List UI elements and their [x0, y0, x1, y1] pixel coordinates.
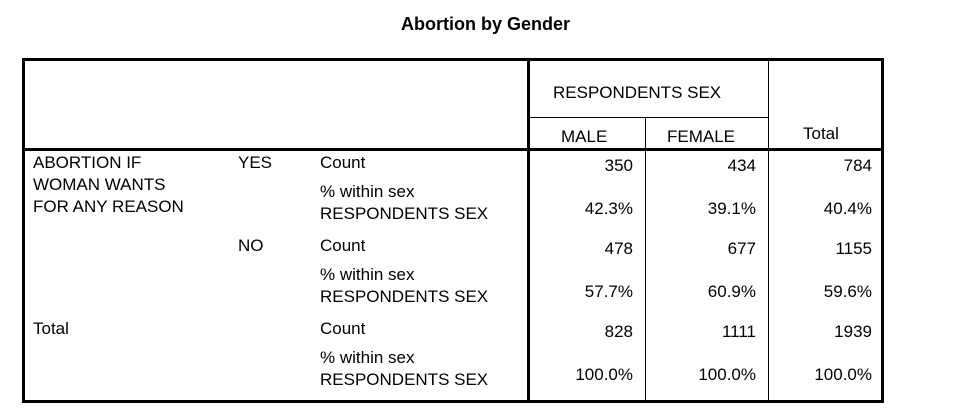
total-column-separator	[768, 61, 769, 403]
stat-label-pct-line2: RESPONDENTS SEX	[320, 370, 489, 389]
stat-label-count: Count	[320, 236, 366, 255]
table-border-left	[22, 58, 25, 403]
stat-label-pct-line2: RESPONDENTS SEX	[320, 287, 489, 306]
cell-no-pct-female: 60.9%	[707, 282, 756, 301]
cell-yes-pct-female: 39.1%	[707, 199, 756, 218]
column-group-header: RESPONDENTS SEX	[553, 83, 722, 102]
cell-no-pct-male: 57.7%	[584, 282, 633, 301]
table-border-right	[881, 58, 884, 403]
row-label-separator	[527, 58, 530, 403]
cell-yes-count-total: 784	[843, 156, 872, 175]
cell-total-pct-total: 100.0%	[814, 365, 872, 384]
variable-label-line2: WOMAN WANTS	[33, 175, 166, 194]
cell-total-count-total: 1939	[834, 322, 872, 341]
cell-no-pct-total: 59.6%	[823, 282, 872, 301]
table-border-top	[22, 58, 884, 61]
header-separator	[22, 148, 884, 151]
group-underline	[530, 117, 768, 118]
variable-label-line3: FOR ANY REASON	[33, 197, 184, 216]
table-title: Abortion by Gender	[400, 14, 570, 34]
cell-total-pct-female: 100.0%	[698, 365, 756, 384]
cell-yes-pct-male: 42.3%	[584, 199, 633, 218]
column-header-total: Total	[803, 124, 839, 143]
stat-label-pct-line1: % within sex	[320, 182, 415, 201]
cell-no-count-total: 1155	[835, 239, 872, 258]
stat-label-pct-line2: RESPONDENTS SEX	[320, 204, 489, 223]
cell-total-count-male: 828	[604, 322, 633, 341]
table-border-bottom	[22, 400, 884, 403]
cell-total-pct-male: 100.0%	[575, 365, 633, 384]
cell-no-count-male: 478	[604, 239, 633, 258]
stat-label-count: Count	[320, 153, 366, 172]
cell-yes-count-male: 350	[604, 156, 633, 175]
cell-yes-count-female: 434	[727, 156, 756, 175]
stat-label-count: Count	[320, 319, 366, 338]
male-female-separator	[645, 117, 646, 403]
row-label-yes: YES	[238, 153, 273, 172]
stat-label-pct-line1: % within sex	[320, 348, 415, 367]
cell-yes-pct-total: 40.4%	[823, 199, 872, 218]
variable-label-line1: ABORTION IF	[33, 153, 142, 172]
row-label-total: Total	[33, 319, 69, 338]
stat-label-pct-line1: % within sex	[320, 265, 415, 284]
row-label-no: NO	[238, 236, 264, 255]
column-header-male: MALE	[561, 127, 608, 146]
column-header-female: FEMALE	[667, 127, 736, 146]
cell-total-count-female: 1111	[721, 322, 756, 341]
cell-no-count-female: 677	[727, 239, 756, 258]
